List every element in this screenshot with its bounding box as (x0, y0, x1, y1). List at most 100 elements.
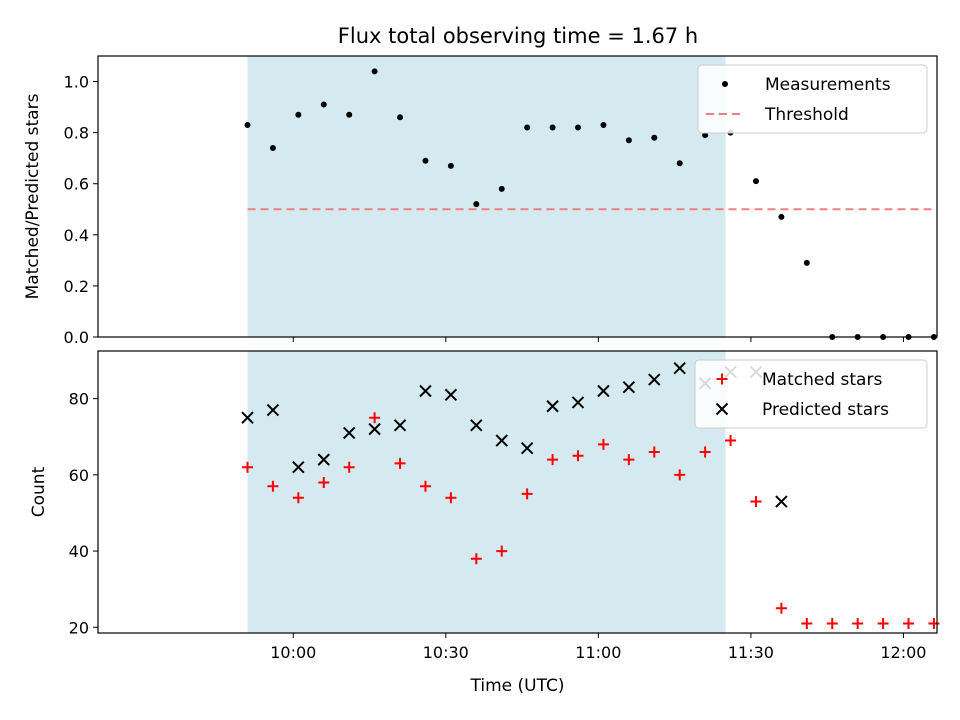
matched-star-point (496, 545, 508, 557)
matched-star-point (394, 457, 406, 469)
y-axis-label: Matched/Predicted stars (23, 93, 43, 299)
matched-star-point (903, 617, 915, 629)
matched-star-point (801, 617, 813, 629)
legend: Measurements Threshold (697, 64, 928, 134)
observing-span (247, 351, 726, 633)
measurement-point (524, 124, 531, 131)
matched-star-point (241, 461, 253, 473)
measurement-point (447, 162, 454, 169)
measurement-point (397, 114, 404, 121)
matched-star-point (343, 461, 355, 473)
legend-label: Measurements (765, 75, 891, 95)
matched-star-point (470, 553, 482, 565)
predicted-star-point (546, 400, 559, 413)
measurement-point (803, 259, 810, 266)
x-tick-label: 11:00 (575, 643, 621, 662)
x-axis-label: Time (UTC) (470, 676, 565, 696)
legend-predicted-marker (715, 402, 729, 416)
legend-label: Matched stars (762, 370, 882, 390)
matched-star-point (572, 450, 584, 462)
matched-star-point (852, 617, 864, 629)
matched-star-point (267, 480, 279, 492)
measurement-point (676, 160, 683, 167)
y-tick-label: 20 (69, 618, 89, 637)
predicted-star-point (775, 495, 788, 508)
measurement-point (752, 178, 759, 185)
legend-matched-marker (716, 373, 728, 385)
predicted-star-point (393, 419, 407, 432)
y-axis-label: Count (29, 466, 49, 517)
chart-title: Flux total observing time = 1.67 h (338, 24, 698, 48)
matched-star-point (725, 435, 737, 447)
predicted-star-point (673, 361, 686, 375)
matched-star-point (750, 496, 762, 508)
y-tick-label: 0.2 (64, 277, 89, 296)
predicted-star-point (292, 461, 305, 474)
measurement-point (473, 201, 480, 208)
measurement-point (244, 121, 251, 128)
x-tick-label: 10:30 (423, 643, 469, 662)
y-tick-label: 80 (69, 390, 89, 409)
matched-star-point (292, 492, 304, 504)
ratio-panel: 0.0 0.2 0.4 0.6 0.8 1.0 Matched/Predicted star… (23, 55, 938, 347)
predicted-star-point (648, 373, 661, 386)
predicted-star-point (266, 403, 280, 417)
measurement-point (320, 101, 327, 108)
matched-star-point (369, 412, 381, 424)
predicted-star-point (470, 419, 483, 432)
predicted-star-point (622, 380, 636, 394)
legend-box (697, 64, 928, 134)
matched-star-point (445, 492, 457, 504)
legend-measurement-marker (722, 81, 728, 87)
predicted-star-point (419, 384, 432, 398)
count-panel: 20 40 60 80 10:00 10:30 11:00 11:30 12:00 Count Ti… (29, 350, 940, 696)
measurement-point (346, 111, 353, 118)
measurement-point (549, 124, 556, 131)
measurement-point (269, 144, 276, 151)
predicted-star-point (444, 388, 458, 402)
matched-star-point (597, 438, 609, 450)
matched-star-point (648, 446, 660, 458)
measurement-point (422, 157, 429, 164)
matched-star-point (699, 446, 711, 458)
plot-frame (97, 350, 938, 634)
measurement-point (625, 137, 632, 144)
measurement-point (778, 213, 785, 220)
matched-star-point (877, 617, 889, 629)
measurement-point (371, 68, 378, 75)
predicted-star-point (368, 422, 381, 436)
y-tick-label: 0.0 (64, 328, 89, 347)
measurement-point (702, 132, 709, 139)
x-tick-label: 12:00 (880, 643, 926, 662)
predicted-star-point (241, 411, 254, 424)
matched-star-point (318, 476, 330, 488)
legend-label: Predicted stars (762, 400, 889, 420)
measurement-point (295, 111, 302, 118)
y-tick-label: 0.4 (64, 226, 89, 245)
predicted-star-point (597, 384, 610, 398)
observing-span (247, 56, 726, 337)
predicted-star-point (571, 396, 585, 409)
matched-star-point (623, 454, 635, 466)
measurement-point (575, 124, 582, 131)
matched-star-point (674, 469, 686, 481)
y-tick-label: 60 (69, 466, 89, 485)
measurement-point (498, 185, 505, 192)
measurement-point (600, 121, 607, 128)
x-tick-label: 11:30 (728, 643, 774, 662)
plot-frame (97, 55, 938, 338)
predicted-star-point (342, 426, 356, 440)
legend-box (694, 359, 928, 429)
matched-star-point (521, 488, 533, 500)
predicted-star-point (317, 453, 330, 466)
y-tick-label: 0.8 (64, 124, 89, 143)
matched-star-point (826, 617, 838, 629)
predicted-star-point (520, 441, 534, 455)
y-tick-label: 40 (69, 542, 89, 561)
matched-star-point (419, 480, 431, 492)
matched-star-point (928, 617, 940, 629)
y-tick-label: 0.6 (64, 175, 89, 194)
predicted-star-point (495, 434, 508, 447)
legend-label: Threshold (764, 105, 849, 125)
